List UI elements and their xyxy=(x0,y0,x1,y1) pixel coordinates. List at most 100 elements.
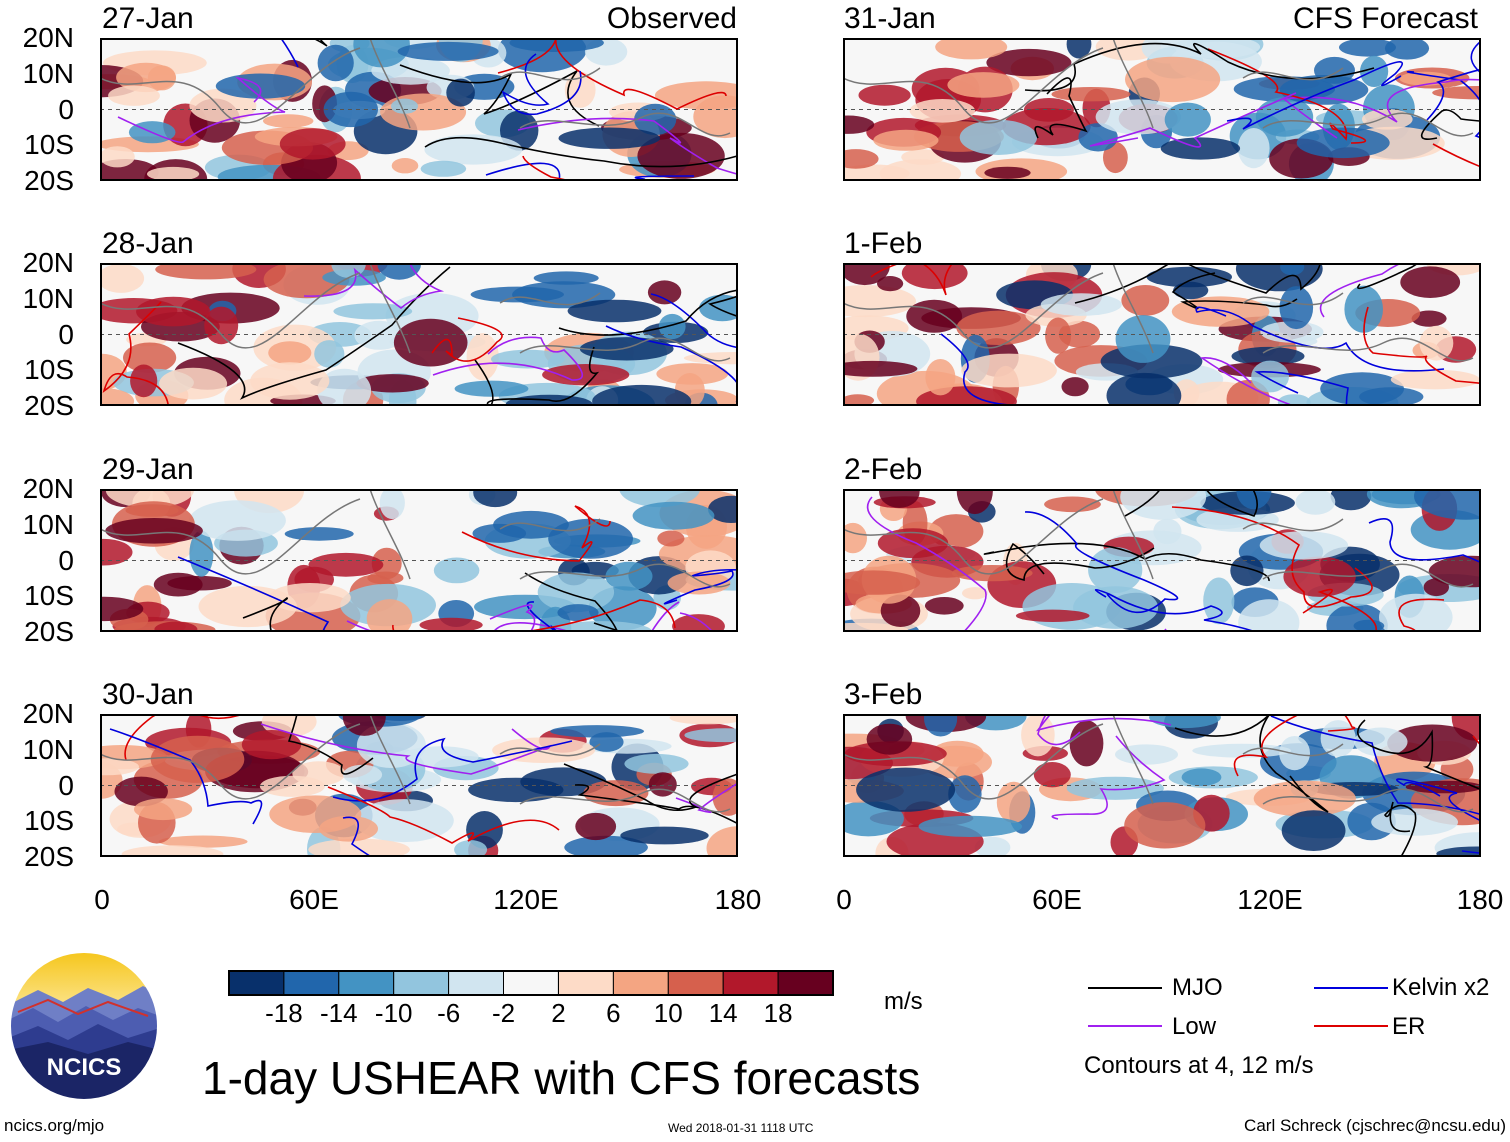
colorbar-swatch xyxy=(338,970,395,996)
contour-line xyxy=(432,336,583,381)
shear-cell xyxy=(308,552,384,577)
legend-lines-left xyxy=(1088,987,1162,1027)
shear-cell xyxy=(1051,87,1131,102)
contour-line xyxy=(1319,263,1404,318)
shear-cell xyxy=(147,65,176,91)
contour-line xyxy=(1357,263,1420,290)
shear-cell xyxy=(1066,38,1092,59)
shear-cell xyxy=(314,340,345,368)
lat-tick: 20S xyxy=(24,841,74,872)
contour-line xyxy=(485,162,695,181)
shear-cell xyxy=(121,845,224,857)
shear-cell xyxy=(1115,315,1171,363)
contour-line xyxy=(1226,61,1404,130)
lat-tick: 10N xyxy=(22,282,74,314)
contour-line xyxy=(287,714,374,775)
colorbar-swatch xyxy=(228,970,285,996)
contour-line xyxy=(1406,70,1481,139)
shear-cell xyxy=(935,38,1008,60)
contour-line xyxy=(501,53,582,116)
shear-cell xyxy=(592,384,692,406)
shear-cell xyxy=(158,835,248,848)
contour-line xyxy=(177,266,451,400)
panel-date-27-jan: 27-Jan xyxy=(102,2,194,35)
legend-label-mjo: MJO xyxy=(1172,974,1223,1001)
contour-line xyxy=(489,601,680,632)
contour-line xyxy=(1195,306,1445,372)
colorbar-swatch xyxy=(558,970,614,996)
shear-cell xyxy=(583,780,649,807)
shear-cell xyxy=(843,149,879,169)
lat-tick: 20N xyxy=(22,473,74,504)
colorbar-tick: 18 xyxy=(763,998,793,1028)
coastline xyxy=(100,714,731,813)
shear-cell xyxy=(632,501,715,530)
contour-line xyxy=(1420,109,1481,140)
footer-website: ncics.org/mjo xyxy=(4,1116,105,1135)
contour-line xyxy=(461,505,611,562)
contour-line xyxy=(522,155,574,181)
shear-cell xyxy=(564,835,648,857)
shear-cell xyxy=(1095,99,1181,135)
contour-line xyxy=(303,263,445,310)
colorbar-swatch xyxy=(667,970,724,996)
contour-line xyxy=(109,728,263,825)
shear-cell xyxy=(466,811,503,849)
shear-cell xyxy=(108,85,160,106)
colorbar-swatch xyxy=(503,970,559,996)
shear-cell xyxy=(1260,321,1324,343)
shear-cell xyxy=(984,166,1031,179)
shear-cell xyxy=(906,299,963,333)
shear-cell xyxy=(420,160,467,177)
lat-tick: 0 xyxy=(58,93,74,125)
contour-line xyxy=(1074,263,1322,304)
lat-tick: 10N xyxy=(22,508,74,540)
units-label: m/s xyxy=(884,988,923,1015)
colorbar-swatch xyxy=(448,970,505,996)
shear-cell xyxy=(391,158,419,174)
coastline xyxy=(843,263,1474,362)
shear-cell xyxy=(342,714,386,736)
shear-cell xyxy=(533,271,599,285)
shear-cell xyxy=(1236,489,1272,510)
contour-line xyxy=(1368,518,1481,564)
shear-cell xyxy=(1125,56,1221,103)
shear-cell xyxy=(962,587,988,600)
shear-cell xyxy=(397,41,499,61)
lat-tick: 20N xyxy=(22,247,74,278)
shear-cell xyxy=(130,364,158,398)
shear-cell xyxy=(1045,317,1072,354)
contour-line xyxy=(1171,272,1298,310)
coastline xyxy=(843,714,1474,813)
map-panel-1-feb xyxy=(843,263,1481,406)
shear-cell xyxy=(657,530,685,547)
shear-cell xyxy=(319,815,378,842)
colorbar-tick: -14 xyxy=(320,998,358,1028)
lon-tick-60e-left: 60E xyxy=(289,884,339,915)
shear-cell xyxy=(1379,593,1453,632)
shear-cell xyxy=(948,775,982,813)
shear-cell xyxy=(624,753,689,774)
shear-cell xyxy=(134,798,193,821)
shear-cell xyxy=(353,38,410,68)
shear-cell xyxy=(308,838,410,857)
map-panel-3-feb xyxy=(843,714,1481,857)
shear-cell xyxy=(284,527,354,541)
shear-cell xyxy=(215,73,306,99)
contour-line xyxy=(1171,506,1373,608)
contour-line xyxy=(124,714,246,761)
shear-cell xyxy=(402,746,479,768)
contour-line xyxy=(177,556,330,632)
shear-cell xyxy=(391,98,418,114)
shear-cell xyxy=(956,489,993,515)
contour-line xyxy=(1174,714,1329,813)
contour-line xyxy=(983,542,1270,582)
shear-cell xyxy=(150,735,245,783)
map-panel-2-feb xyxy=(843,489,1481,632)
coastline xyxy=(843,489,1474,588)
shear-cell xyxy=(1173,281,1209,300)
shear-cell xyxy=(1436,846,1481,857)
shear-cell xyxy=(1281,810,1346,851)
shear-cell xyxy=(492,737,596,763)
shear-cell xyxy=(1073,586,1159,629)
